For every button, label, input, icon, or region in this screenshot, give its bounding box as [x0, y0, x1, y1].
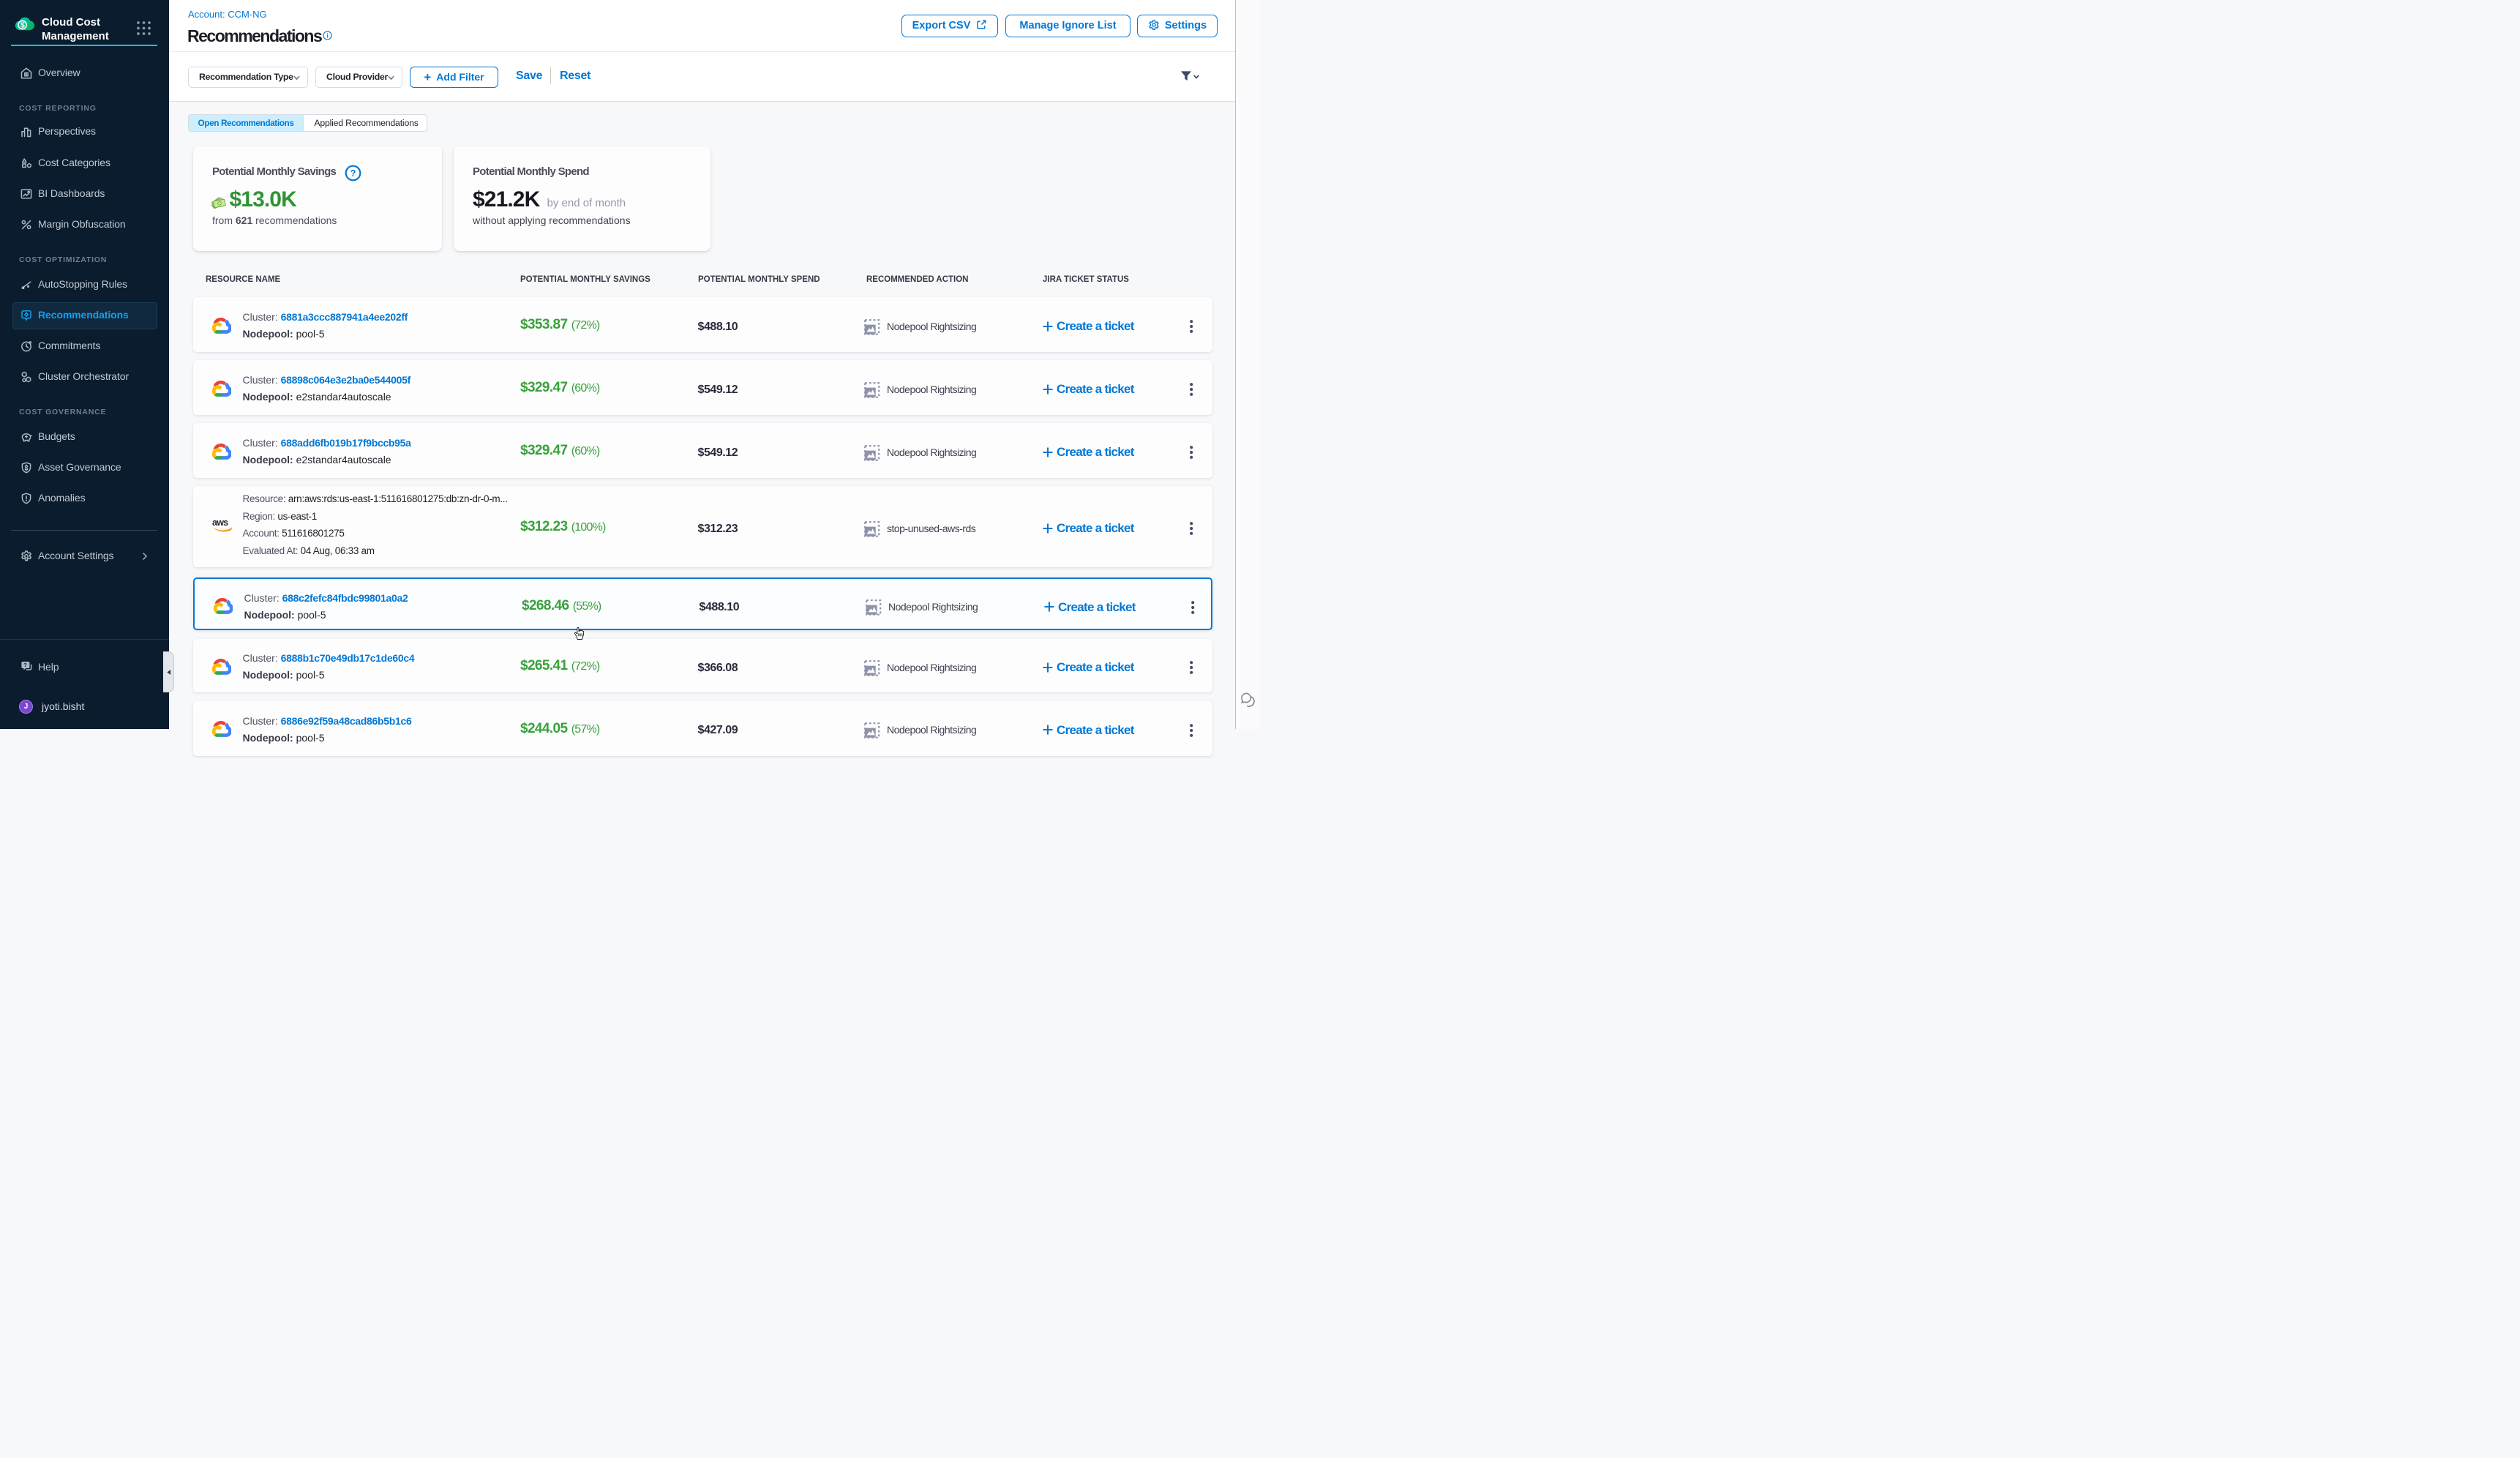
svg-text:aws: aws — [212, 518, 228, 528]
svg-text:$: $ — [20, 21, 25, 30]
svg-text:?: ? — [23, 662, 27, 668]
svg-text:?: ? — [350, 168, 356, 179]
